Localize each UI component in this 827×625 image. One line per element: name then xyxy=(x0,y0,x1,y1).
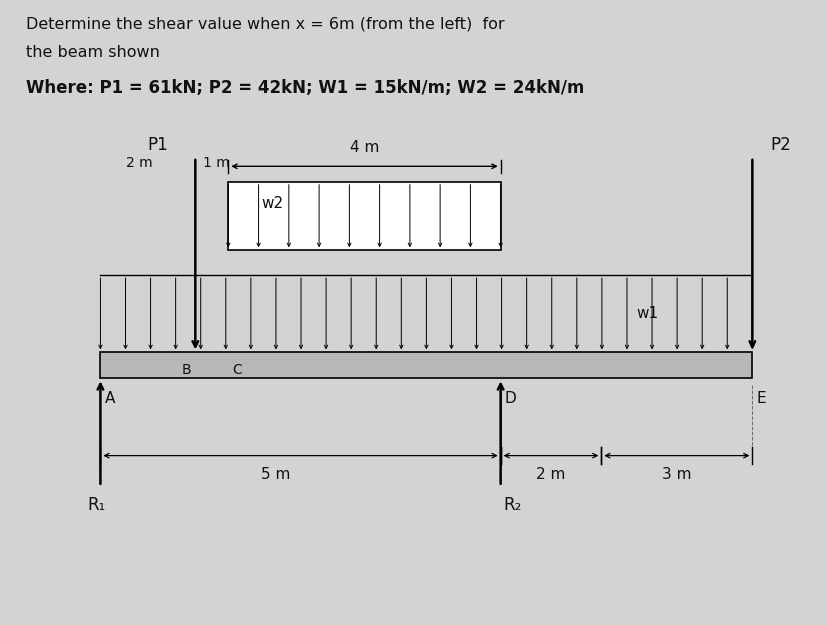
Text: the beam shown: the beam shown xyxy=(26,45,160,60)
Text: 2 m: 2 m xyxy=(536,467,565,482)
Text: w1: w1 xyxy=(636,306,658,321)
Text: 3 m: 3 m xyxy=(662,467,691,482)
Text: A: A xyxy=(104,391,115,406)
Text: 1 m: 1 m xyxy=(203,156,229,170)
Text: D: D xyxy=(504,391,516,406)
Text: E: E xyxy=(756,391,765,406)
Text: R₂: R₂ xyxy=(504,496,522,514)
Text: Where: P1 = 61kN; P2 = 42kN; W1 = 15kN/m; W2 = 24kN/m: Where: P1 = 61kN; P2 = 42kN; W1 = 15kN/m… xyxy=(26,79,584,97)
Text: 5 m: 5 m xyxy=(261,467,290,482)
Text: R₁: R₁ xyxy=(87,496,105,514)
Bar xyxy=(228,182,500,250)
Text: B: B xyxy=(181,363,191,378)
Text: Determine the shear value when x = 6m (from the left)  for: Determine the shear value when x = 6m (f… xyxy=(26,17,504,32)
Bar xyxy=(100,352,752,379)
Text: 2 m: 2 m xyxy=(127,156,153,170)
Text: w2: w2 xyxy=(261,196,283,211)
Text: P2: P2 xyxy=(770,136,791,154)
Text: P1: P1 xyxy=(148,136,169,154)
Text: 4 m: 4 m xyxy=(349,140,379,155)
Text: C: C xyxy=(232,363,242,378)
